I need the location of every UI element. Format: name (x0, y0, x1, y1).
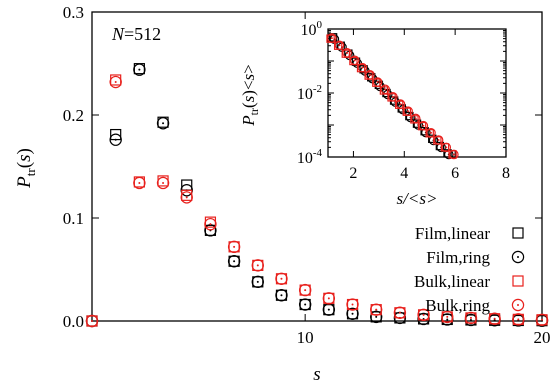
main-point-series-1 (298, 298, 312, 311)
inset-point-series-0 (435, 141, 445, 151)
main-point-series-3 (251, 259, 264, 272)
inset-point-series-3 (418, 120, 429, 131)
legend-marker-series-2 (512, 275, 524, 287)
main-point-series-3 (156, 176, 170, 190)
inset-point-series-0 (359, 65, 368, 74)
main-point-series-1 (133, 63, 146, 76)
main-point-series-3 (133, 176, 146, 190)
main-point-series-3 (417, 308, 430, 322)
main-point-series-1 (346, 307, 359, 320)
main-y-tick-label: 0.3 (63, 3, 84, 22)
inset-x-tick-label: 2 (349, 165, 357, 182)
main-point-series-1 (156, 117, 170, 130)
main-point-series-3 (275, 272, 288, 285)
main-point-series-1 (322, 303, 336, 316)
legend-marker-series-0 (512, 227, 524, 239)
inset-data-points (326, 33, 459, 160)
main-point-series-3 (204, 217, 217, 231)
legend-label: Film,linear (415, 224, 490, 243)
main-ylabel-main: P (14, 176, 35, 189)
inset-point-series-0 (428, 134, 437, 144)
inset-point-series-0 (420, 127, 429, 136)
main-point-series-3 (535, 313, 549, 326)
inset-point-series-3 (365, 70, 375, 80)
inset-point-series-3 (380, 84, 391, 95)
inset-point-series-0 (374, 80, 384, 90)
main-point-series-1 (251, 275, 264, 289)
main-point-series-3 (512, 313, 525, 326)
inset-y-tick-label: 10-4 (297, 147, 323, 167)
inset-point-series-3 (395, 99, 406, 109)
inset-point-series-3 (334, 40, 345, 51)
main-point-series-1 (441, 313, 454, 326)
inset-point-series-3 (433, 135, 444, 145)
main-point-series-3 (488, 312, 501, 325)
inset-ylabel-arg: (s)<s> (239, 64, 258, 108)
main-point-series-1 (275, 289, 288, 302)
main-point-series-3 (85, 314, 99, 328)
main-data-points (85, 63, 549, 328)
annotation-n: N=512 (111, 24, 161, 44)
inset-ylabel-sub: tr (247, 108, 261, 115)
main-x-tick-label: 20 (534, 328, 551, 347)
main-point-series-3 (322, 292, 336, 305)
main-point-series-1 (227, 255, 241, 268)
inset-y-tick-label: 10-2 (297, 83, 322, 103)
legend: Film,linear Film,ring Bulk,linear Bulk,ring (414, 224, 525, 315)
inset-x-tick-label: 6 (451, 165, 459, 182)
main-y-tick-label: 0.0 (63, 312, 84, 331)
annotation-letter: N (111, 24, 125, 44)
inset-x-tick-label: 4 (400, 165, 408, 182)
inset-x-tick-label: 8 (502, 165, 510, 182)
main-x-tick-label: 10 (297, 328, 314, 347)
inset-background (328, 29, 506, 157)
main-ylabel: Ptr(s) (14, 148, 38, 189)
inset-y-tick-label: 100 (301, 19, 323, 39)
inset-point-series-3 (357, 62, 368, 73)
main-plot-frame (91, 11, 543, 322)
main-point-series-3 (370, 303, 383, 316)
inset-point-series-3 (426, 128, 436, 138)
inset-point-series-0 (412, 119, 422, 128)
main-point-series-1 (109, 133, 122, 146)
legend-label: Bulk,ring (425, 296, 490, 315)
inset-point-series-3 (410, 113, 421, 124)
inset-ylabel-main: P (239, 115, 258, 126)
main-ylabel-arg: (s) (14, 148, 35, 168)
main-ylabel-sub: tr (23, 168, 38, 177)
main-y-tick-label: 0.1 (63, 209, 84, 228)
legend-marker-series-1 (511, 250, 525, 264)
inset-xlabel: s/<s> (397, 189, 438, 208)
legend-label: Film,ring (426, 248, 490, 267)
inset-point-series-3 (449, 149, 459, 160)
main-axis-ticks: 0.0 0.1 0.2 0.3 10 20 (63, 3, 551, 347)
main-xlabel: s (313, 364, 320, 385)
main-point-series-3 (180, 191, 193, 204)
main-point-series-3 (441, 310, 454, 324)
legend-label: Bulk,linear (414, 272, 490, 291)
inset-point-series-3 (372, 77, 383, 87)
main-y-tick-label: 0.2 (63, 106, 84, 125)
inset-ylabel: Ptr(s)<s> (239, 64, 261, 127)
inset-point-series-3 (342, 48, 352, 58)
annotation-value: =512 (124, 24, 161, 44)
main-point-series-3 (393, 306, 407, 319)
inset-point-series-3 (388, 92, 398, 102)
inset-point-series-0 (367, 73, 376, 82)
main-point-series-1 (370, 310, 383, 324)
inset-point-series-3 (403, 106, 413, 116)
legend-marker-series-3 (511, 298, 525, 312)
main-point-series-3 (298, 283, 312, 297)
main-point-series-3 (109, 75, 122, 89)
inset-point-series-3 (349, 55, 360, 66)
inset-point-series-0 (443, 149, 452, 158)
inset-point-series-3 (327, 33, 337, 43)
main-point-series-3 (227, 240, 241, 254)
inset-point-series-2 (379, 86, 389, 95)
main-point-series-3 (346, 298, 359, 311)
inset-point-series-0 (351, 57, 361, 66)
main-point-series-3 (464, 311, 478, 325)
inset-point-series-3 (441, 142, 452, 153)
